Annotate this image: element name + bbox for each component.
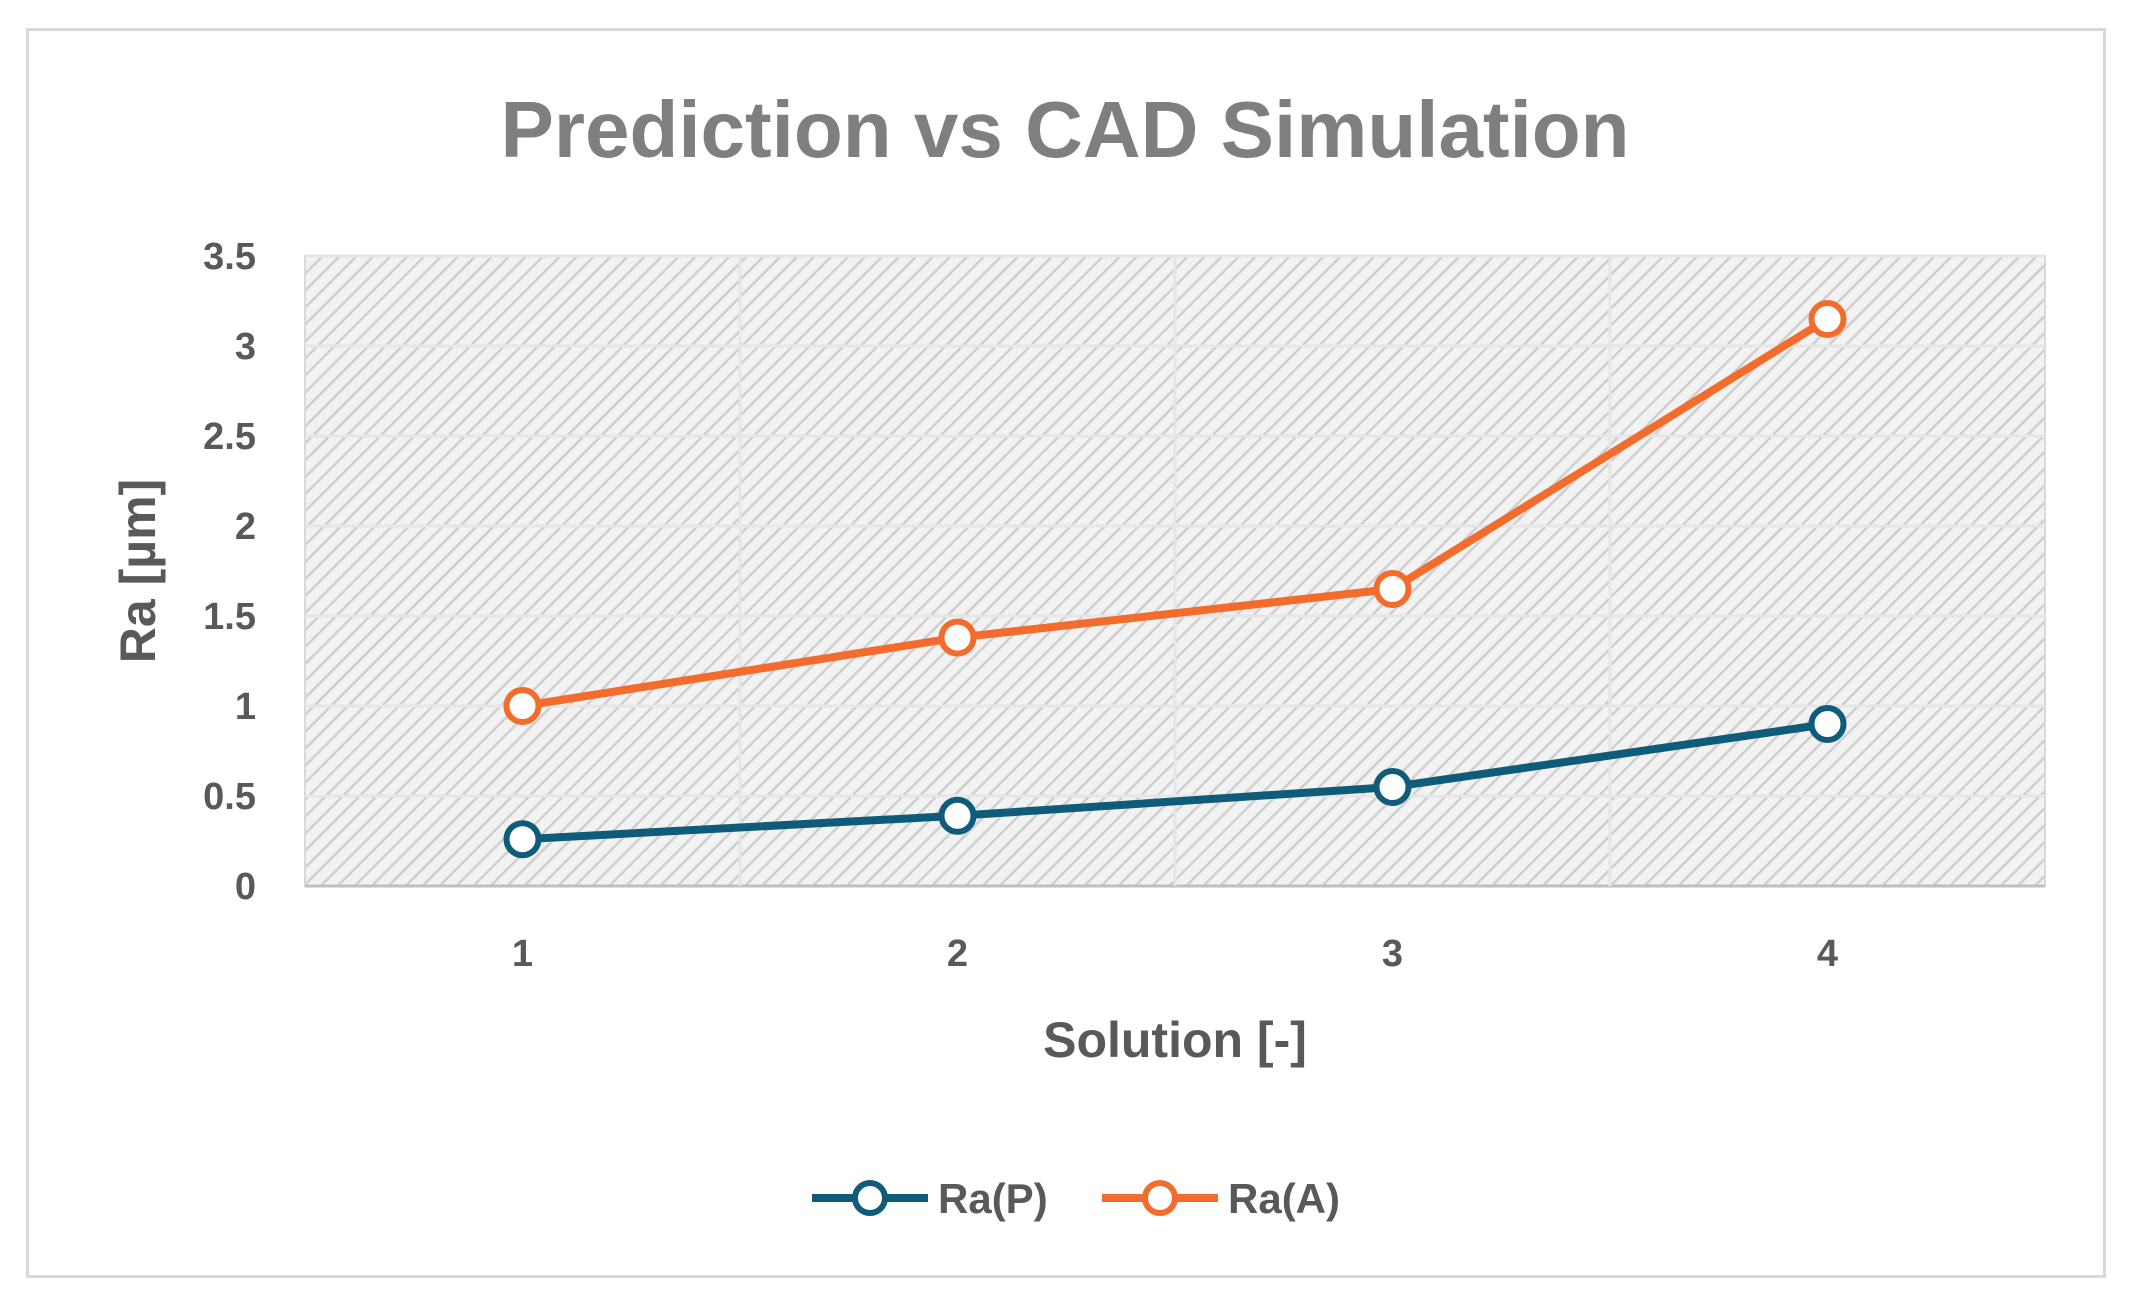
y-tick-label: 3.5: [203, 236, 256, 278]
legend-marker-ra-a: [1142, 1180, 1178, 1216]
y-tick-label: 0.5: [203, 776, 256, 818]
legend-label-ra-a: Ra(A): [1228, 1175, 1340, 1222]
x-tick-label: 3: [1382, 933, 1403, 975]
data-point-ra-p[interactable]: [938, 796, 977, 835]
gridlines: [305, 254, 2045, 888]
x-tick-label: 1: [512, 933, 533, 975]
legend-item-ra-a[interactable]: Ra(A): [1102, 1175, 1340, 1222]
data-point-ra-a[interactable]: [1373, 570, 1412, 608]
x-tick-label: 4: [1817, 933, 1838, 975]
x-tick-label: 2: [947, 933, 968, 975]
data-point-ra-a[interactable]: [503, 687, 542, 725]
data-point-ra-p[interactable]: [1373, 768, 1412, 806]
y-tick-label: 2: [235, 506, 256, 548]
data-point-ra-a[interactable]: [938, 618, 977, 657]
y-axis-ticks: 0 0.5 1 1.5 2 2.5 3 3.5: [203, 236, 256, 908]
data-point-ra-p[interactable]: [1808, 705, 1847, 743]
x-axis-title: Solution [-]: [1043, 1012, 1307, 1068]
data-point-ra-p[interactable]: [503, 820, 542, 859]
x-axis-ticks: 1 2 3 4: [512, 933, 1838, 975]
legend-item-ra-p[interactable]: Ra(P): [812, 1175, 1048, 1222]
y-tick-label: 1: [235, 686, 256, 728]
y-tick-label: 3: [235, 326, 256, 368]
y-tick-label: 1.5: [203, 596, 256, 638]
chart-title: Prediction vs CAD Simulation: [500, 85, 1629, 174]
y-axis-title: Ra [µm]: [110, 479, 166, 663]
series-line-ra-p: [518, 720, 1832, 844]
legend-marker-ra-p: [852, 1180, 888, 1216]
legend-label-ra-p: Ra(P): [938, 1175, 1048, 1222]
y-tick-label: 0: [235, 866, 256, 908]
data-point-ra-a[interactable]: [1808, 300, 1847, 338]
y-tick-label: 2.5: [203, 416, 256, 458]
series-layer: [503, 300, 1847, 859]
series-line-ra-a: [518, 315, 1832, 710]
legend: Ra(P) Ra(A): [812, 1175, 1340, 1222]
